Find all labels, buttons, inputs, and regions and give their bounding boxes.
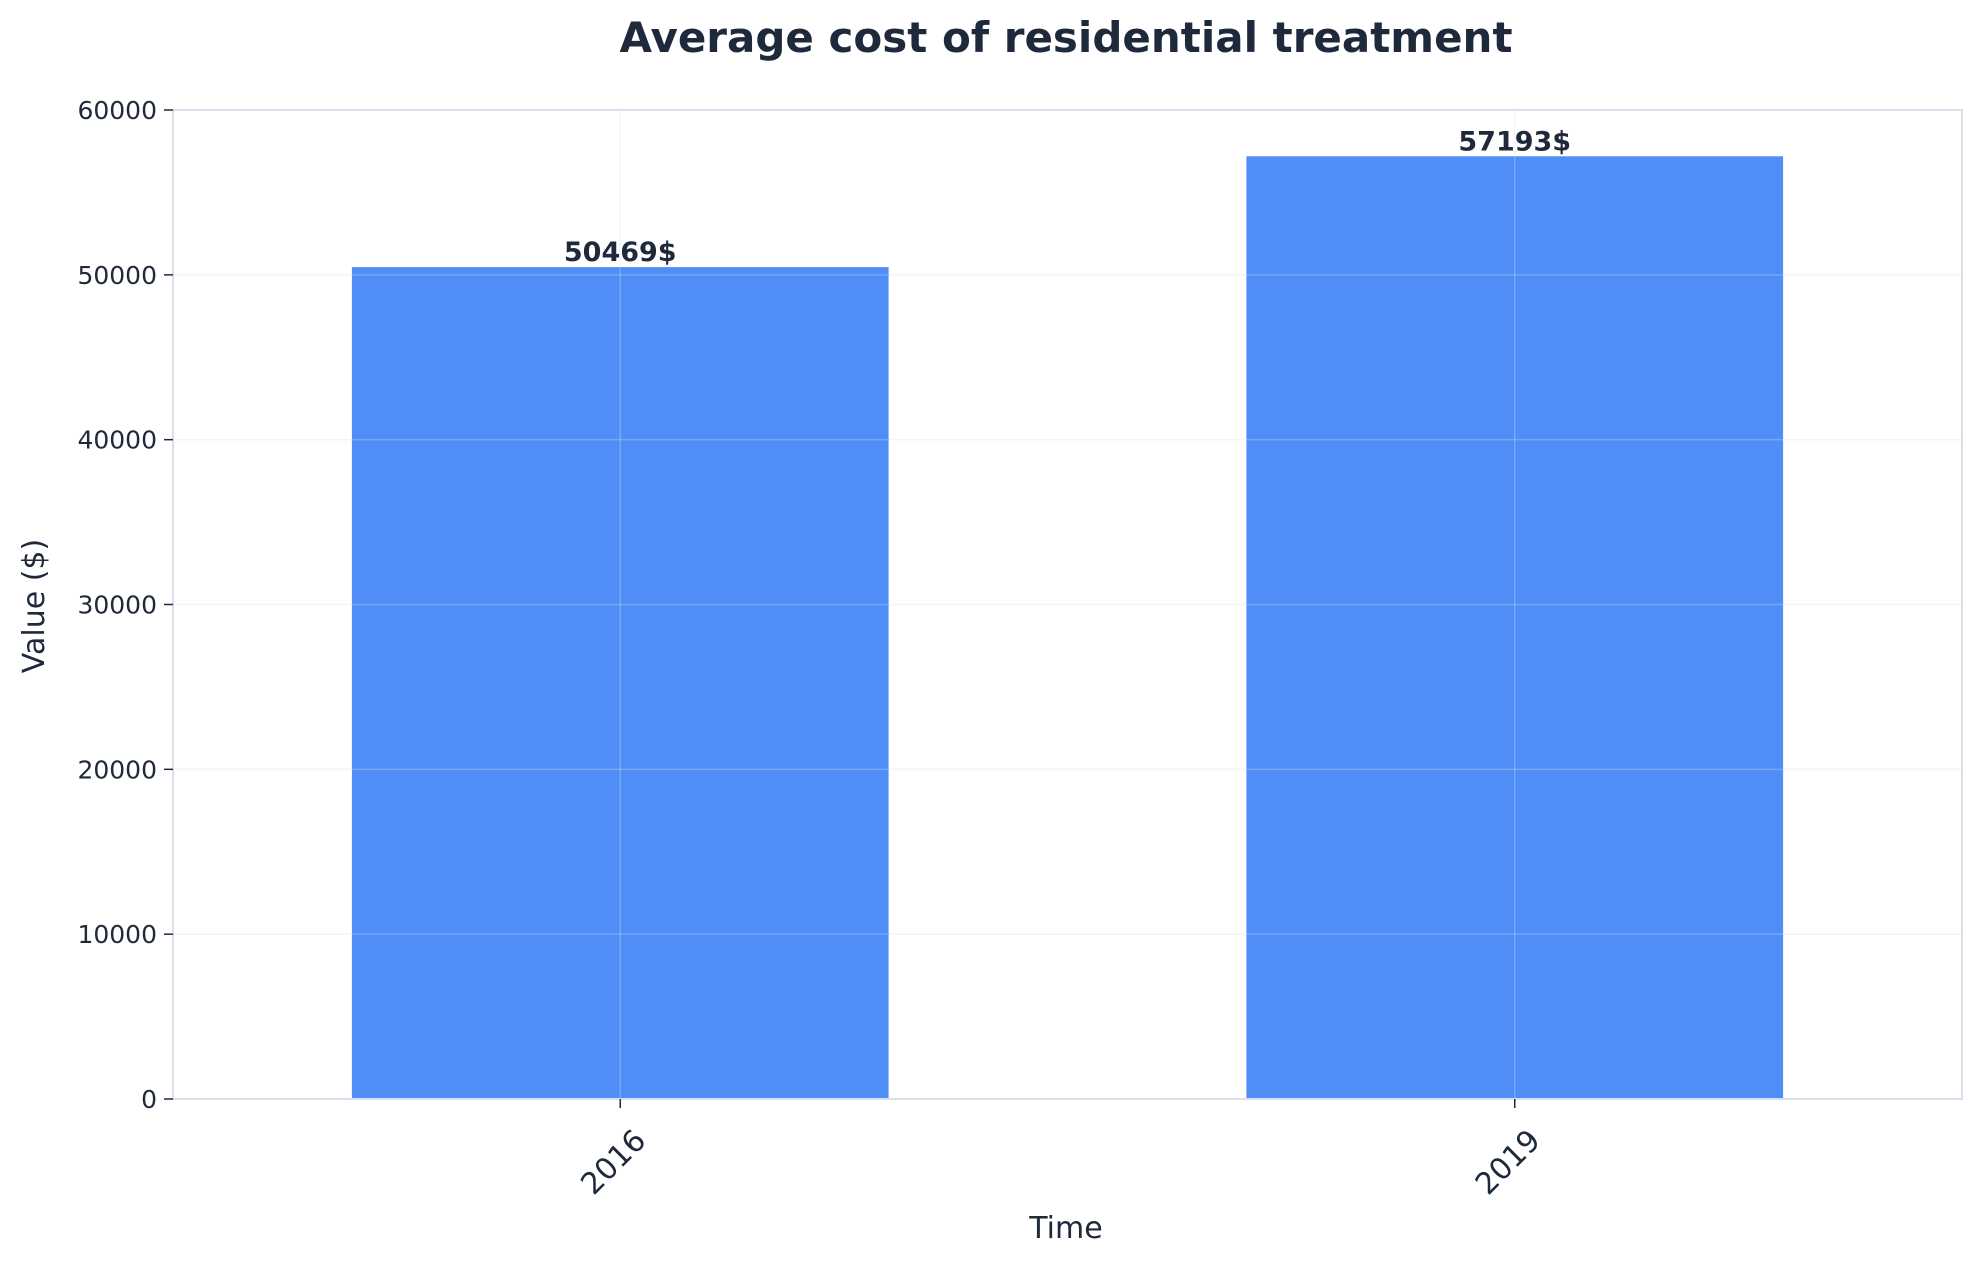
y-tick-label: 20000 xyxy=(77,755,157,784)
y-tick-label: 60000 xyxy=(77,96,157,125)
bar-value-label: 50469$ xyxy=(564,237,677,268)
chart-title: Average cost of residential treatment xyxy=(619,13,1512,62)
plot-area: 0 10000 20000 30000 40000 50000 60000 2016 2019 5… xyxy=(77,96,1963,1202)
y-tick-label: 50000 xyxy=(77,261,157,290)
x-tick-label: 2016 xyxy=(574,1123,653,1202)
y-tick-label: 40000 xyxy=(77,426,157,455)
y-tick-label: 30000 xyxy=(77,591,157,620)
x-tick-label: 2019 xyxy=(1469,1123,1548,1202)
y-tick-label: 0 xyxy=(141,1085,157,1114)
y-tick-label: 10000 xyxy=(77,920,157,949)
x-axis-label: Time xyxy=(1028,1211,1102,1246)
bar-value-label: 57193$ xyxy=(1458,126,1571,157)
y-axis-label: Value ($) xyxy=(17,539,52,673)
bar-2016 xyxy=(351,267,889,1099)
bar-2019 xyxy=(1246,156,1784,1099)
